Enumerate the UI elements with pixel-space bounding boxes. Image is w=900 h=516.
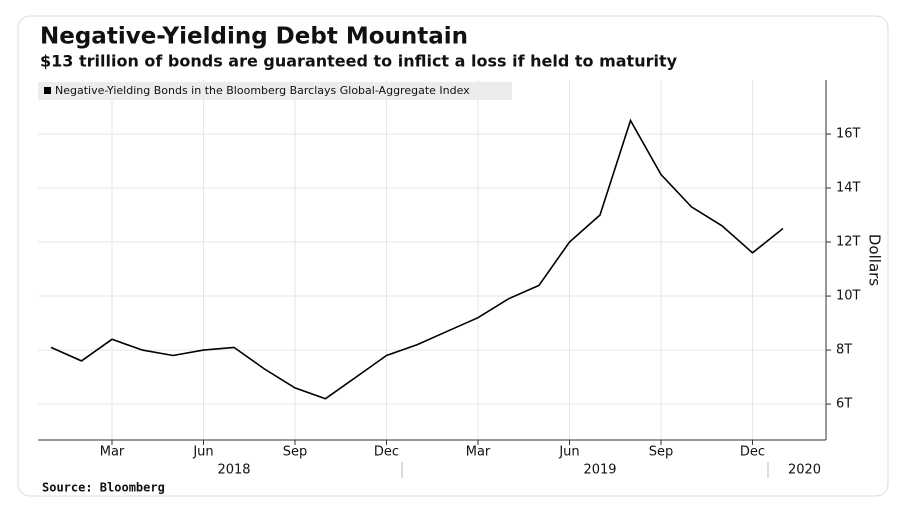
x-tick-label: Jun — [192, 445, 213, 460]
y-tick-label: 14T — [836, 181, 861, 196]
legend-label: Negative-Yielding Bonds in the Bloomberg… — [55, 84, 470, 97]
x-tick-label: Dec — [374, 445, 399, 460]
series-line — [50, 118, 784, 400]
chart-subtitle: $13 trillion of bonds are guaranteed to … — [40, 52, 678, 71]
legend-swatch — [44, 87, 51, 94]
chart-title: Negative-Yielding Debt Mountain — [40, 24, 468, 50]
x-tick-label: Mar — [466, 445, 491, 460]
x-tick-label: Sep — [283, 445, 308, 460]
x-tick-label: Jun — [558, 445, 579, 460]
y-axis-label: Dollars — [866, 234, 884, 286]
year-label: 2018 — [217, 463, 250, 478]
y-tick-label: 10T — [836, 289, 861, 304]
y-tick-label: 12T — [836, 235, 861, 250]
x-tick-label: Dec — [740, 445, 765, 460]
y-tick-label: 6T — [836, 397, 852, 412]
year-label: 2019 — [583, 463, 616, 478]
y-tick-label: 16T — [836, 127, 861, 142]
x-tick-label: Sep — [649, 445, 674, 460]
card — [17, 15, 889, 497]
legend-box — [38, 82, 512, 100]
x-tick-label: Mar — [100, 445, 125, 460]
source: Source: Bloomberg — [42, 481, 165, 495]
year-label: 2020 — [788, 463, 821, 478]
y-tick-label: 8T — [836, 343, 852, 358]
